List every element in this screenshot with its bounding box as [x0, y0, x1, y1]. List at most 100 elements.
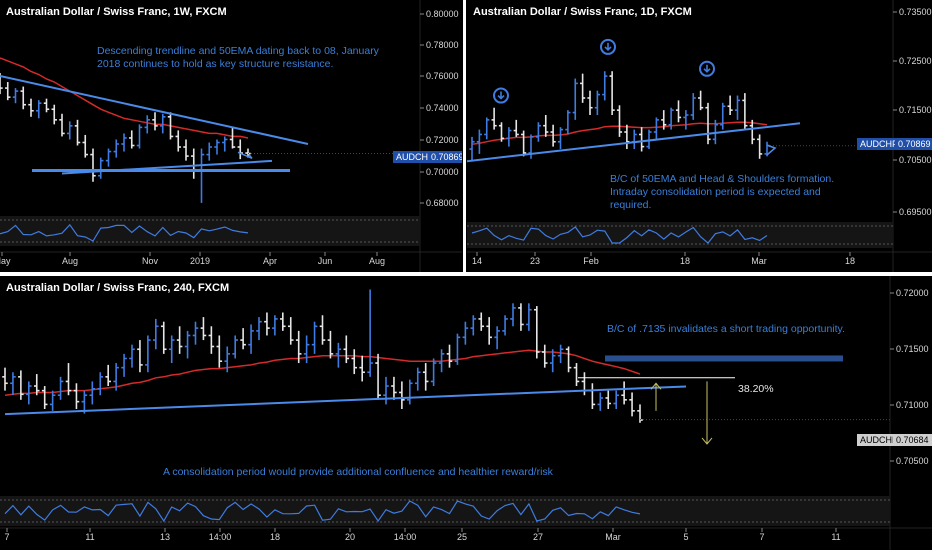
daily-ohlc-bar [757, 134, 763, 159]
daily-ohlc-bar [498, 122, 505, 142]
daily-ohlc-bar [565, 110, 571, 135]
weekly-ohlc-bar [136, 124, 143, 149]
daily-ohlc-bar [683, 110, 689, 130]
fib-level-label: 38.20% [738, 383, 774, 395]
h4-ohlc-bar [454, 333, 461, 365]
daily-ohlc-bar [653, 117, 659, 140]
daily-projection-arrow [766, 144, 777, 156]
h4-x-tick-label: 14:00 [209, 532, 232, 542]
h4-ohlc-bar [359, 355, 365, 382]
h4-ohlc-bar [605, 390, 612, 410]
horizontal-panel-divider [0, 272, 932, 276]
h4-ohlc-bar [272, 315, 278, 336]
weekly-x-tick-label: Aug [369, 256, 385, 266]
h4-ohlc-bar [510, 303, 516, 327]
weekly-ohlc-bar [43, 98, 50, 113]
down-arrow-icon [604, 42, 612, 52]
head-shoulders-marker-icon [699, 60, 715, 77]
h4-ohlc-bar [26, 381, 32, 405]
h4-ohlc-bar [534, 306, 540, 359]
weekly-chart-canvas[interactable]: 0.80000 0.78000 0.76000 0.74000 0.72000 0.700… [0, 0, 462, 272]
down-arrow-icon [497, 91, 505, 100]
weekly-ohlc-bar [67, 121, 73, 140]
weekly-y-tick-label: 0.80000 [426, 9, 459, 19]
h4-ohlc-bar [113, 363, 119, 391]
weekly-ohlc-bar [0, 72, 3, 95]
weekly-y-tick-label: 0.72000 [426, 135, 459, 145]
daily-ohlc-bar [535, 122, 541, 142]
h4-ohlc-bar [10, 372, 16, 396]
h4-ohlc-bar [2, 367, 8, 391]
weekly-ohlc-bar [105, 148, 112, 167]
h4-ohlc-bar [18, 370, 24, 400]
h4-ohlc-bar [184, 330, 191, 359]
h4-ohlc-bar [121, 353, 127, 377]
daily-y-tick-label: 0.72500 [899, 56, 932, 66]
h4-x-tick-label: 20 [345, 532, 355, 542]
h4-ohlc-bar [145, 335, 151, 373]
daily-x-tick-label: 18 [680, 256, 690, 266]
h4-ohlc-bar [129, 344, 135, 368]
daily-neckline-trendline [467, 122, 801, 163]
weekly-ohlc-bar [121, 133, 127, 152]
daily-price-tag: 0.70869 [895, 138, 932, 150]
h4-ohlc-bar [549, 349, 556, 373]
weekly-price-tag: 0.70869 [428, 151, 462, 163]
daily-ohlc-bar [705, 102, 711, 145]
weekly-chart-panel[interactable]: 0.80000 0.78000 0.76000 0.74000 0.72000 0.700… [0, 0, 462, 272]
h4-ohlc-bar [541, 344, 548, 368]
h4-x-tick-label: 18 [270, 532, 280, 542]
h4-ohlc-bar [351, 349, 358, 375]
weekly-x-tick-label: Nov [142, 256, 159, 266]
h4-ohlc-bar [65, 363, 72, 396]
weekly-ohlc-bar [74, 119, 81, 146]
weekly-y-tick-label: 0.78000 [426, 40, 459, 50]
h4-ohlc-bar [343, 335, 350, 364]
head-shoulders-marker-icon [600, 38, 616, 55]
h4-ohlc-bar [57, 376, 64, 400]
weekly-ohlc-bar [144, 115, 150, 134]
h4-ohlc-bar [41, 386, 48, 410]
weekly-ohlc-bar [160, 113, 166, 134]
weekly-ohlc-bar [36, 100, 42, 119]
weekly-y-tick-label: 0.76000 [426, 71, 459, 81]
daily-chart-panel[interactable]: 0.73500 0.72500 0.71500 0.70500 0.69500 14 23 F… [467, 0, 932, 272]
h4-ohlc-bar [470, 315, 477, 336]
h4-ohlc-bar [49, 390, 56, 411]
h4-ohlc-bar [73, 383, 80, 410]
h4-ohlc-bar [391, 376, 397, 400]
h4-ohlc-bar [216, 335, 223, 368]
daily-ohlc-bar [742, 93, 748, 130]
h4-ohlc-bar [81, 390, 88, 414]
daily-ohlc-bar [609, 71, 615, 115]
daily-ohlc-bar [624, 124, 630, 150]
h4-chart-panel[interactable]: 0.72000 0.71500 0.71000 0.70500 7 11 13 14:00 18… [0, 276, 932, 550]
daily-chart-canvas[interactable]: 0.73500 0.72500 0.71500 0.70500 0.69500 14 23 F… [467, 0, 932, 272]
weekly-descending-trendline [0, 75, 309, 145]
h4-ohlc-bar [557, 344, 564, 364]
h4-y-tick-label: 0.72000 [896, 288, 929, 298]
h4-x-tick-label: 14:00 [394, 532, 417, 542]
daily-ohlc-bar [668, 107, 674, 130]
weekly-chart-title: Australian Dollar / Swiss Franc, 1W, FXC… [6, 6, 227, 18]
h4-ohlc-bar [303, 335, 310, 364]
daily-ohlc-bar [727, 95, 733, 115]
weekly-y-tick-label: 0.68000 [426, 198, 459, 208]
daily-ohlc-bar [639, 127, 645, 152]
weekly-ohlc-bar [82, 134, 88, 158]
daily-y-tick-label: 0.71500 [899, 105, 932, 115]
weekly-ohlc-bar [229, 127, 236, 149]
weekly-ohlc-bar [12, 88, 19, 104]
h4-ohlc-bar [383, 376, 389, 405]
h4-ohlc-bar [208, 326, 215, 354]
h4-y-tick-label: 0.71500 [896, 344, 929, 354]
daily-x-tick-label: 18 [845, 256, 855, 266]
h4-chart-canvas[interactable]: 0.72000 0.71500 0.71000 0.70500 7 11 13 14:00 18… [0, 276, 932, 550]
weekly-ohlc-bar [167, 112, 174, 140]
weekly-annotation: Descending trendline and 50EMA dating ba… [97, 45, 379, 70]
daily-y-tick-label: 0.69500 [899, 207, 932, 217]
h4-ohlc-bar [335, 342, 342, 368]
weekly-ohlc-bar [20, 86, 26, 110]
daily-symbol-tag: AUDCHF [857, 138, 901, 150]
daily-ohlc-bar [616, 105, 623, 137]
